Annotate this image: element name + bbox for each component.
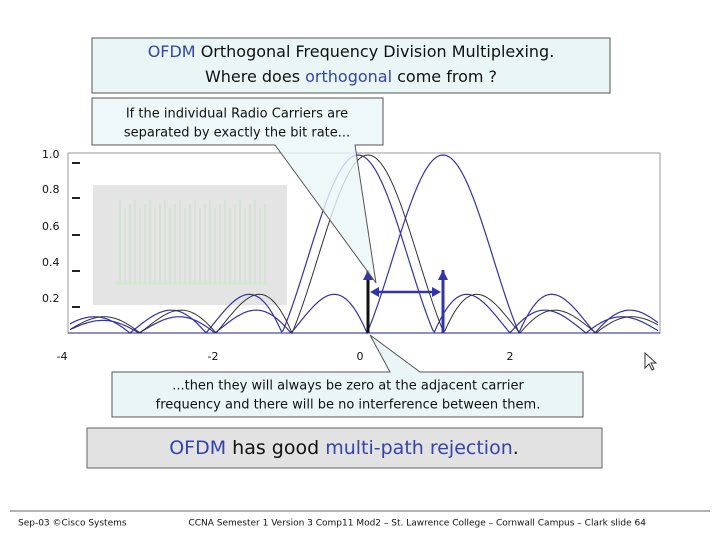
summary-text: has good [232, 437, 319, 459]
summary-highlight: OFDM [169, 437, 226, 459]
title: Where does orthogonal come from ? [205, 67, 497, 86]
ticks: 1.0 0.8 0.6 0.4 0.2 -4 -2 0 2 [42, 148, 514, 363]
title-text: Where does [205, 67, 300, 86]
x-tick-label: 0 [357, 350, 364, 363]
y-tick-label: 0.2 [42, 292, 60, 305]
curves [69, 154, 659, 335]
callout-text: If the individual Radio Carriers are [126, 107, 348, 122]
y-tick-label: 0.6 [42, 220, 60, 233]
title-highlight: orthogonal [305, 67, 392, 86]
summary: OFDM has good multi-path rejection. [169, 437, 519, 459]
x-tick-label: -2 [208, 350, 219, 363]
title: OFDM Orthogonal Frequency Division Multi… [148, 42, 555, 61]
footer-left: Sep-03 ©Cisco Systems [18, 519, 127, 529]
y-tick-label: 0.4 [42, 256, 60, 269]
y-tick-label: 1.0 [42, 148, 60, 161]
y-tick-label: 0.8 [42, 183, 60, 196]
summary-box [86, 427, 603, 469]
x-tick-label: 2 [507, 350, 514, 363]
cursor [644, 351, 658, 371]
callout-text: separated by exactly the bit rate... [124, 126, 350, 141]
sinc-curve [69, 154, 659, 334]
summary-highlight: multi-path rejection [325, 437, 513, 459]
footer-right: CCNA Semester 1 Version 3 Comp11 Mod2 – … [188, 519, 646, 529]
sinc-curve [69, 154, 659, 335]
arrow-head [363, 270, 448, 280]
title-highlight: OFDM [148, 42, 196, 61]
title-box [91, 37, 611, 94]
title-text: come from ? [397, 67, 497, 86]
sinc-curve [69, 154, 659, 335]
title-text: Orthogonal Frequency Division Multiplexi… [201, 42, 555, 61]
callout-text: ...then they will always be zero at the … [172, 379, 524, 394]
callout-text: frequency and there will be no interfere… [156, 398, 541, 413]
callout-top [91, 97, 384, 284]
x-tick-label: -4 [57, 350, 68, 363]
callout-bottom [111, 334, 584, 418]
spectrum-lines [115, 200, 268, 285]
summary-text: . [513, 437, 519, 459]
